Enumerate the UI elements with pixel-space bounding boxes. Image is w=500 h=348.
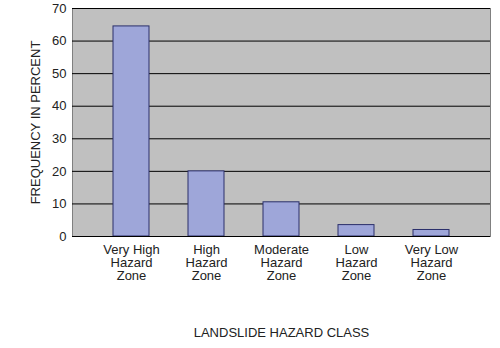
- svg-text:70: 70: [52, 1, 66, 16]
- svg-text:0: 0: [59, 229, 66, 244]
- svg-text:LANDSLIDE HAZARD CLASS: LANDSLIDE HAZARD CLASS: [194, 325, 370, 340]
- svg-text:60: 60: [52, 33, 66, 48]
- svg-text:Very HighHazardZone: Very HighHazardZone: [103, 242, 159, 283]
- svg-text:LowHazardZone: LowHazardZone: [336, 242, 378, 283]
- svg-text:Very LowHazardZone: Very LowHazardZone: [405, 242, 459, 283]
- svg-text:ModerateHazardZone: ModerateHazardZone: [254, 242, 309, 283]
- svg-text:20: 20: [52, 164, 66, 179]
- svg-text:30: 30: [52, 131, 66, 146]
- svg-text:10: 10: [52, 196, 66, 211]
- svg-text:FREQUENCY IN PERCENT: FREQUENCY IN PERCENT: [28, 41, 43, 205]
- svg-text:HighHazardZone: HighHazardZone: [186, 242, 228, 283]
- svg-text:40: 40: [52, 98, 66, 113]
- svg-text:50: 50: [52, 66, 66, 81]
